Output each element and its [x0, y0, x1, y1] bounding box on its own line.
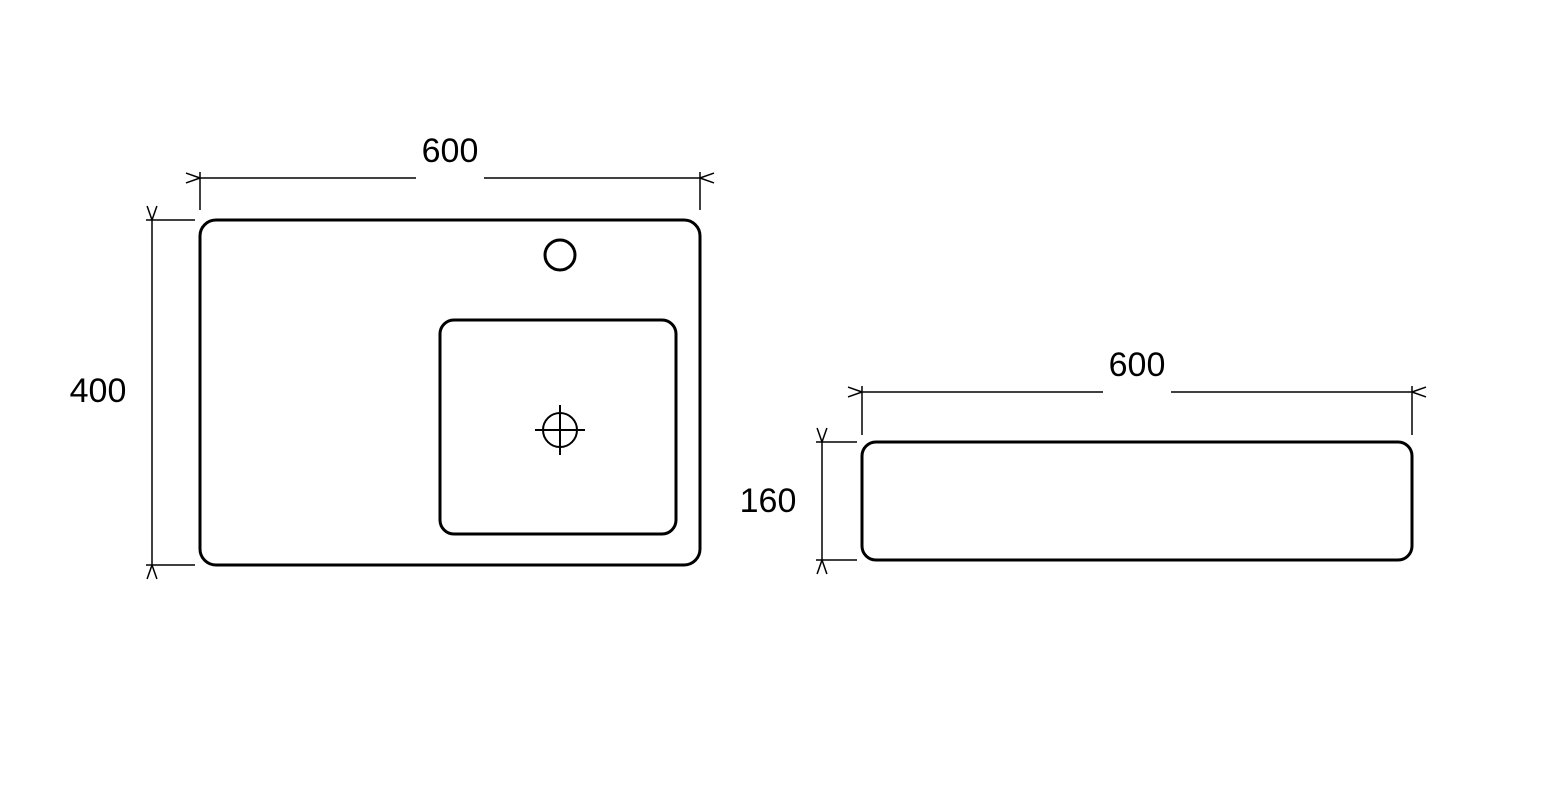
tap-hole-icon [545, 240, 575, 270]
top-view-dim-height-label: 400 [70, 372, 127, 410]
top-view-dim-width-label: 600 [422, 132, 479, 170]
top-view-basin-rect [440, 320, 676, 534]
side-view-dim-width-label: 600 [1109, 346, 1166, 384]
top-view-outer-rect [200, 220, 700, 565]
side-view-outer-rect [862, 442, 1412, 560]
side-view-dim-height-label: 160 [740, 482, 797, 520]
drain-icon [535, 405, 585, 455]
